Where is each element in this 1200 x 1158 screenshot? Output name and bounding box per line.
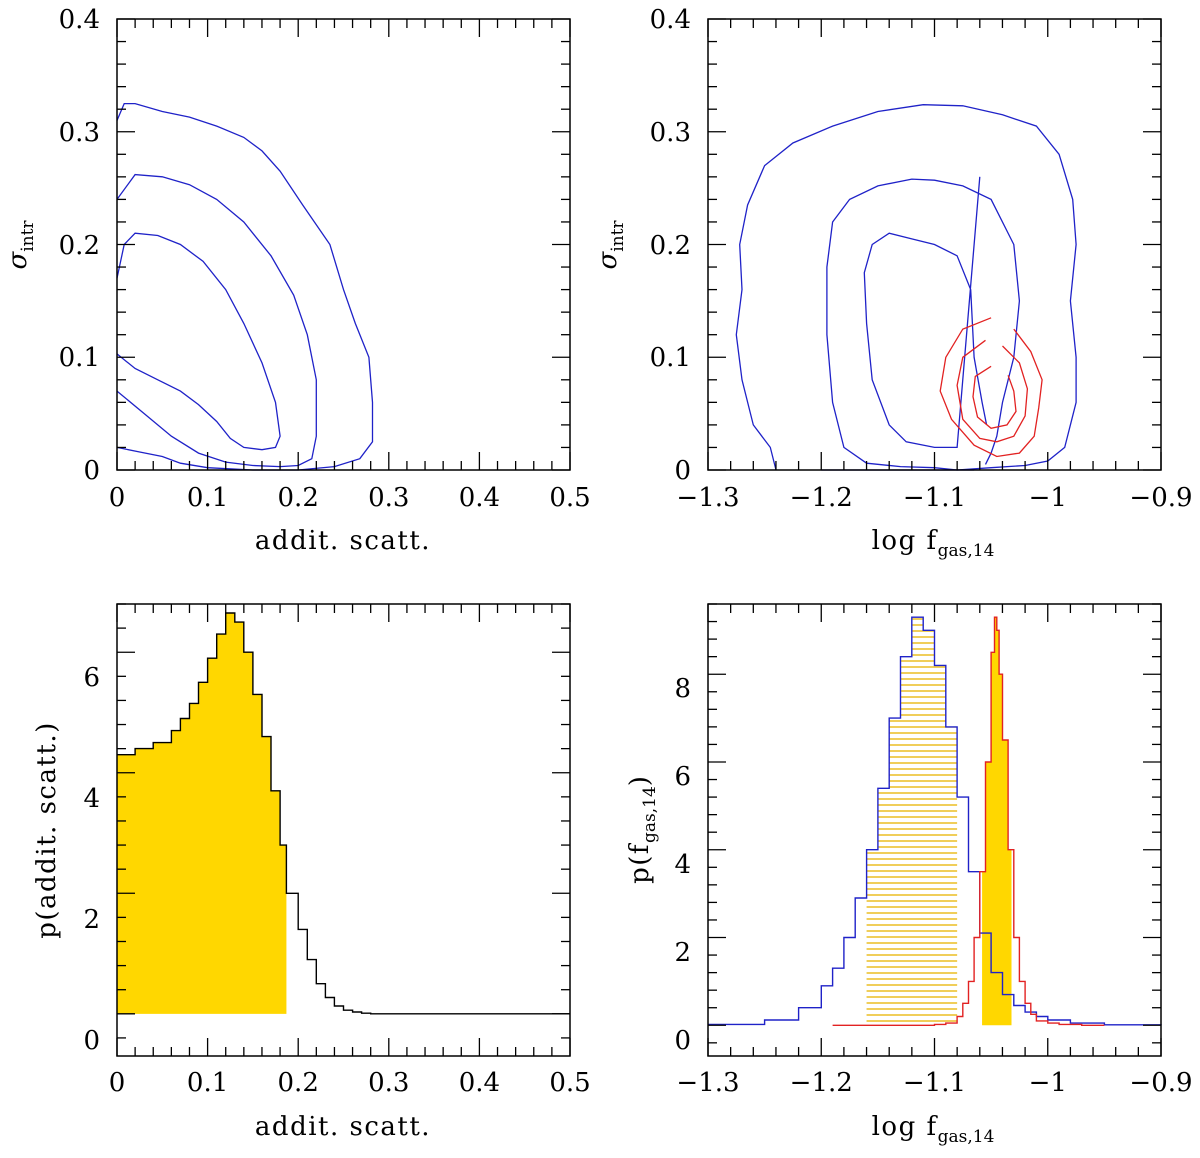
- tr-xtick-0: −1.3: [676, 483, 739, 513]
- br-ylabel: p(fgas,14): [625, 776, 660, 884]
- br-ytick-1: 2: [674, 938, 691, 968]
- tr-contour-blue-1: [826, 178, 1021, 471]
- br-ytick-3: 6: [674, 762, 691, 792]
- tr-xtick-1: −1.2: [790, 483, 853, 513]
- tr-ytick-1: 0.1: [650, 343, 691, 373]
- tl-xtick-5: 0.5: [549, 483, 590, 513]
- tl-ylabel-main: σ: [3, 251, 33, 270]
- br-step-blue: [708, 616, 1162, 1026]
- bl-fill-p(addit. scatt.): [117, 613, 287, 1014]
- tr-contour-blue-0: [863, 176, 988, 449]
- br-ylabel-main: p(f: [625, 842, 655, 884]
- tr-ylabel-main: σ: [593, 251, 623, 270]
- tl-frame: [116, 18, 571, 471]
- tr-xlabel-sub: gas,14: [938, 541, 995, 561]
- panel-bottom-left: 0 0.1 0.2 0.3 0.4 0.5 0 2 4 6 addit. sca…: [32, 603, 591, 1142]
- tr-ytick-2: 0.2: [650, 231, 691, 261]
- bl-frame: [116, 603, 571, 1057]
- bl-ytick-1: 2: [83, 905, 100, 935]
- panel-bottom-right: −1.3 −1.2 −1.1 −1 −0.9 0 2 4 6 8 log fga…: [625, 603, 1193, 1147]
- br-xlabel-main: log f: [872, 1112, 939, 1142]
- bl-ytick-0: 0: [83, 1026, 100, 1056]
- tl-xtick-0: 0: [109, 483, 126, 513]
- tl-ytick-0: 0: [83, 456, 100, 486]
- tr-contour-red-4: [956, 339, 1029, 443]
- br-ytick-4: 8: [674, 674, 691, 704]
- bl-ylabel: p(addit. scatt.): [32, 721, 62, 939]
- br-xtick-4: −0.9: [1129, 1068, 1192, 1098]
- bl-ticks: [116, 603, 571, 1056]
- tr-xtick-2: −1.1: [903, 483, 966, 513]
- tl-ytick-3: 0.3: [59, 118, 100, 148]
- bl-xtick-3: 0.3: [368, 1068, 409, 1098]
- tl-ylabel: σintr: [3, 220, 38, 270]
- panel-top-left: 0 0.1 0.2 0.3 0.4 0.5 0 0.1 0.2 0.3 0.4 …: [3, 5, 591, 556]
- br-xtick-3: −1: [1029, 1068, 1067, 1098]
- br-xtick-1: −1.2: [790, 1068, 853, 1098]
- br-ytick-2: 4: [674, 850, 691, 880]
- br-ylabel-tail: ): [625, 776, 655, 786]
- tl-ylabel-sub: intr: [18, 220, 38, 252]
- bl-xlabel: addit. scatt.: [255, 1112, 431, 1142]
- tl-xtick-1: 0.1: [187, 483, 228, 513]
- tl-xtick-2: 0.2: [278, 483, 319, 513]
- tl-ticks: [116, 18, 571, 471]
- tr-contour-red-5: [939, 317, 1043, 458]
- br-step-red: [832, 616, 1105, 1026]
- tr-ytick-4: 0.4: [650, 5, 691, 35]
- tl-contour-blue-1: [116, 173, 317, 468]
- tl-xlabel: addit. scatt.: [255, 526, 431, 556]
- bl-xtick-0: 0: [109, 1068, 126, 1098]
- tr-ytick-0: 0: [674, 456, 691, 486]
- tl-ytick-1: 0.1: [59, 343, 100, 373]
- tl-ytick-4: 0.4: [59, 5, 100, 35]
- tr-contour-blue-2: [735, 104, 1077, 471]
- tr-xlabel-main: log f: [872, 526, 939, 556]
- bl-ytick-3: 6: [83, 663, 100, 693]
- tr-ylabel-sub: intr: [608, 220, 628, 252]
- tl-xtick-3: 0.3: [368, 483, 409, 513]
- tl-contour-blue-2: [116, 102, 374, 471]
- panel-top-right: −1.3 −1.2 −1.1 −1 −0.9 0 0.1 0.2 0.3 0.4…: [593, 5, 1193, 561]
- br-xlabel-sub: gas,14: [938, 1127, 995, 1147]
- br-ticks: [707, 603, 1162, 1056]
- bl-hist: [117, 612, 570, 1015]
- br-hist: [708, 616, 1162, 1026]
- tr-contour-red-3: [972, 365, 1017, 430]
- bl-xtick-2: 0.2: [278, 1068, 319, 1098]
- bl-step-p(addit. scatt.): [117, 612, 570, 1015]
- br-ylabel-sub: gas,14: [640, 786, 660, 843]
- tl-contours: [116, 102, 374, 471]
- tr-xlabel: log fgas,14: [872, 526, 995, 561]
- tr-xtick-3: −1: [1029, 483, 1067, 513]
- tr-contours: [735, 104, 1077, 471]
- br-ytick-0: 0: [674, 1026, 691, 1056]
- tr-ylabel: σintr: [593, 220, 628, 270]
- tr-ticks: [707, 18, 1162, 471]
- bl-xtick-1: 0.1: [187, 1068, 228, 1098]
- br-xtick-2: −1.1: [903, 1068, 966, 1098]
- bl-xtick-4: 0.4: [459, 1068, 500, 1098]
- bl-xtick-5: 0.5: [549, 1068, 590, 1098]
- tr-ytick-3: 0.3: [650, 118, 691, 148]
- tl-ytick-2: 0.2: [59, 231, 100, 261]
- bl-ytick-2: 4: [83, 784, 100, 814]
- br-fill-blue: [866, 617, 958, 1026]
- tl-xtick-4: 0.4: [459, 483, 500, 513]
- br-fill-red: [982, 617, 1012, 1026]
- tl-contour-blue-0: [116, 232, 281, 451]
- br-xtick-0: −1.3: [676, 1068, 739, 1098]
- tr-xtick-4: −0.9: [1129, 483, 1192, 513]
- br-xlabel: log fgas,14: [872, 1112, 995, 1147]
